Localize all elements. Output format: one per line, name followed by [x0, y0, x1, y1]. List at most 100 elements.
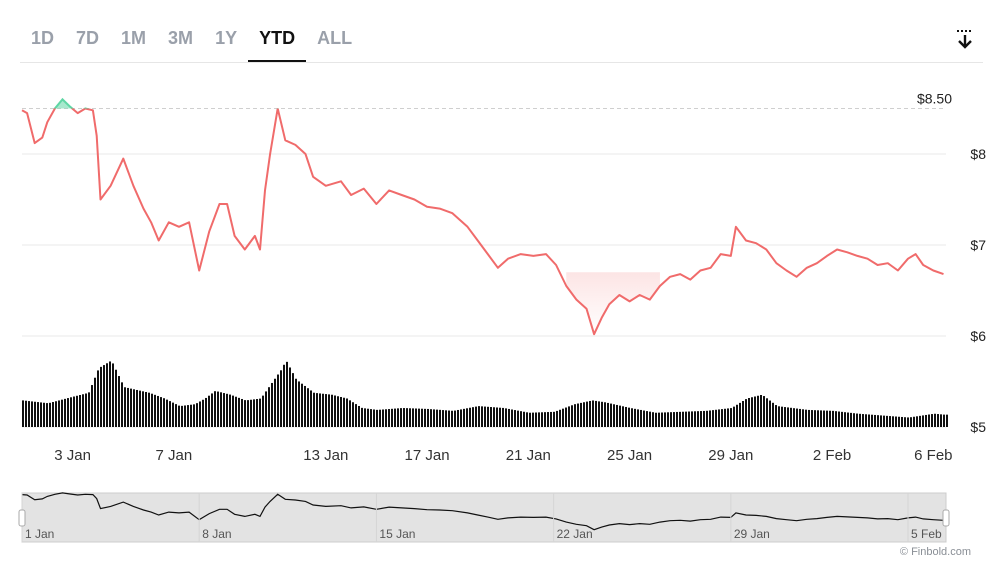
tab-all[interactable]: ALL: [317, 28, 353, 48]
x-tick-label: 13 Jan: [303, 447, 348, 464]
volume-bar: [697, 411, 699, 427]
volume-bar: [652, 412, 654, 427]
volume-bar: [700, 411, 702, 427]
volume-bar: [328, 394, 330, 427]
volume-bar: [772, 402, 774, 427]
tab-1m[interactable]: 1M: [121, 28, 147, 48]
volume-bar: [799, 408, 801, 427]
volume-bar: [304, 385, 306, 427]
volume-bar: [325, 394, 327, 427]
volume-bar: [487, 406, 489, 427]
volume-bar: [670, 412, 672, 427]
volume-bar: [499, 407, 501, 427]
volume-bar: [766, 398, 768, 427]
volume-bar: [928, 414, 930, 427]
tab-1y[interactable]: 1Y: [215, 28, 238, 48]
volume-bar: [376, 409, 378, 427]
volume-bar: [553, 411, 555, 427]
volume-bar: [559, 409, 561, 427]
volume-bar: [460, 409, 462, 427]
volume-bar: [898, 416, 900, 427]
volume-bar: [556, 410, 558, 427]
volume-bar: [166, 399, 168, 427]
volume-bar: [838, 411, 840, 427]
volume-bar: [439, 409, 441, 427]
volume-bar: [256, 398, 258, 427]
volume-bar: [319, 393, 321, 427]
volume-bar: [589, 400, 591, 427]
volume-bar: [538, 412, 540, 427]
volume-bar: [571, 405, 573, 427]
volume-bar: [760, 395, 762, 427]
volume-bar: [451, 410, 453, 427]
volume-bar: [223, 393, 225, 427]
volume-bar: [448, 410, 450, 427]
volume-bar: [832, 410, 834, 427]
volume-bar: [58, 400, 60, 427]
volume-bar: [640, 409, 642, 427]
volume-bar: [454, 410, 456, 427]
above-reference-fill: [22, 99, 946, 109]
volume-bar: [925, 414, 927, 427]
volume-bar: [643, 410, 645, 427]
volume-bar: [826, 410, 828, 427]
volume-bar: [151, 393, 153, 427]
volume-bar: [532, 412, 534, 427]
volume-bar: [763, 396, 765, 427]
volume-bar: [865, 414, 867, 427]
volume-bar: [385, 409, 387, 427]
volume-bar: [520, 411, 522, 427]
tab-1d[interactable]: 1D: [31, 28, 55, 48]
navigator-handle[interactable]: [18, 509, 26, 527]
volume-bar: [913, 416, 915, 427]
volume-bar: [658, 412, 660, 427]
volume-bar: [34, 401, 36, 427]
tab-ytd[interactable]: YTD: [248, 22, 307, 62]
volume-bar: [823, 410, 825, 427]
volume-bar: [334, 395, 336, 427]
volume-bar: [355, 404, 357, 427]
volume-bar: [403, 408, 405, 427]
volume-bar: [247, 400, 249, 427]
volume-bar: [691, 411, 693, 427]
volume-bar: [616, 404, 618, 427]
volume-bar: [172, 402, 174, 427]
volume-bar: [472, 407, 474, 427]
volume-bar: [46, 403, 48, 427]
y-tick-label: $7: [970, 237, 986, 253]
volume-bar: [610, 403, 612, 427]
x-tick-label: 6 Feb: [914, 447, 952, 464]
volume-bar: [103, 365, 105, 427]
volume-bar: [217, 391, 219, 427]
volume-bar: [367, 408, 369, 427]
tab-7d[interactable]: 7D: [76, 28, 100, 48]
volume-bar: [934, 413, 936, 427]
volume-bar: [139, 390, 141, 427]
download-arrow-icon[interactable]: [955, 28, 975, 50]
volume-bar: [133, 389, 135, 427]
volume-bar: [580, 402, 582, 427]
volume-bar: [445, 410, 447, 427]
tabs-divider: [20, 62, 983, 63]
volume-bar: [322, 393, 324, 427]
volume-bar: [523, 411, 525, 427]
navigator-line: [21, 492, 944, 531]
volume-bar: [844, 412, 846, 427]
volume-bar: [907, 417, 909, 427]
volume-bar: [904, 417, 906, 427]
volume-bar: [310, 390, 312, 427]
volume-bar: [112, 363, 114, 427]
volume-bar: [313, 392, 315, 427]
volume-bar: [124, 387, 126, 427]
tab-3m[interactable]: 3M: [168, 28, 194, 48]
volume-bar: [229, 394, 231, 427]
navigator-handle[interactable]: [942, 509, 950, 527]
volume-bar: [886, 415, 888, 427]
volume-bar: [508, 408, 510, 427]
volume-bar: [634, 408, 636, 427]
volume-bar: [916, 416, 918, 427]
volume-bar: [61, 399, 63, 427]
price-line: [21, 108, 944, 336]
volume-bar: [259, 398, 261, 427]
